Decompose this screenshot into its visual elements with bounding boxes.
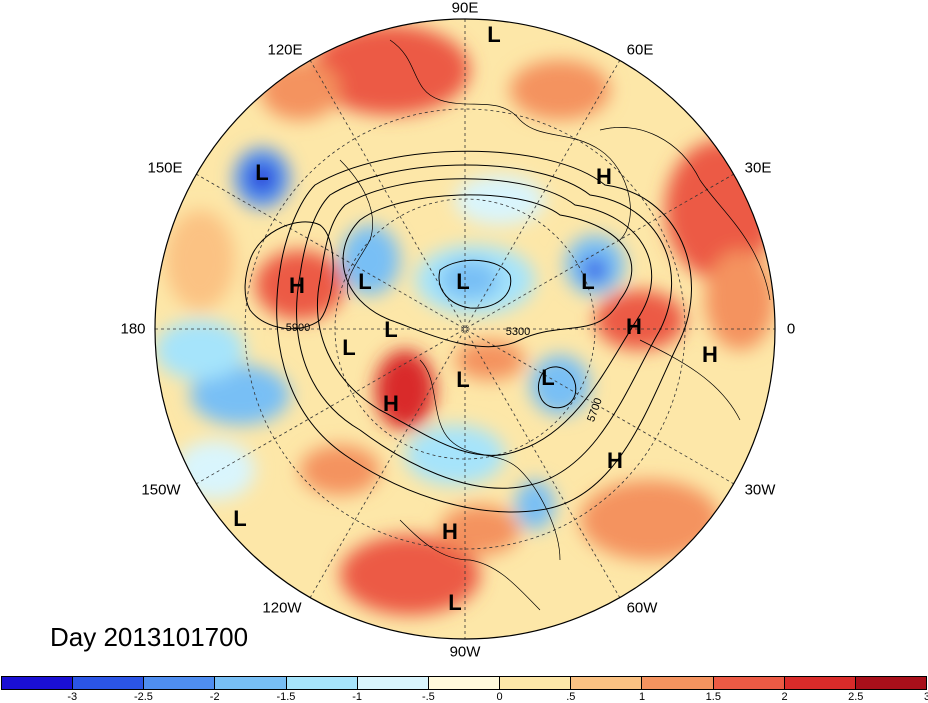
colorbar-swatch (428, 677, 501, 689)
colorbar-swatch (73, 677, 145, 689)
contour-label: 5300 (505, 326, 531, 338)
pressure-marker-high: H (626, 314, 642, 339)
longitude-label-0: 0 (786, 320, 796, 338)
colorbar-swatch (713, 677, 785, 689)
colorbar-swatch (855, 677, 927, 689)
longitude-label-90e: 90E (451, 0, 479, 17)
pressure-marker-low: L (384, 317, 398, 342)
pressure-marker-high: H (702, 342, 718, 367)
longitude-label-120e: 120E (267, 41, 303, 59)
pressure-marker-low: L (541, 365, 555, 390)
pressure-marker-low: L (456, 367, 470, 392)
longitude-label-30e: 30E (744, 159, 772, 177)
pressure-marker-low: L (448, 590, 462, 615)
anomaly-field (155, 19, 775, 639)
colorbar-tick-label: -1 (352, 691, 363, 703)
pressure-marker-high: H (442, 519, 458, 544)
colorbar-tick-label: -3 (67, 691, 78, 703)
colorbar-swatch (500, 677, 572, 689)
colorbar-swatch (642, 677, 714, 689)
colorbar (1, 676, 927, 690)
pressure-marker-low: L (255, 160, 269, 185)
colorbar-swatch (784, 677, 856, 689)
longitude-label-120w: 120W (262, 599, 302, 617)
pressure-marker-low: L (581, 269, 595, 294)
day-title: Day 2013101700 (50, 622, 249, 652)
longitude-label-60w: 60W (626, 599, 658, 617)
colorbar-tick-label: 1 (639, 691, 646, 703)
colorbar-tick-label: 0 (496, 691, 503, 703)
colorbar-tick-label: 3 (923, 691, 928, 703)
coastlines (339, 39, 771, 611)
colorbar-tick-label: -2 (209, 691, 220, 703)
colorbar-tick-label: 1.5 (705, 691, 721, 703)
colorbar-tick-label: .5 (566, 691, 576, 703)
pressure-marker-high: H (383, 391, 399, 416)
longitude-label-60e: 60E (626, 41, 654, 59)
graticule (155, 19, 775, 639)
height-contours (244, 150, 692, 513)
pressure-marker-high: H (596, 164, 612, 189)
pressure-marker-high: H (289, 273, 305, 298)
contour-label: 5900 (285, 322, 311, 334)
pressure-marker-high: H (607, 448, 623, 473)
longitude-label-150w: 150W (141, 481, 181, 499)
colorbar-swatch (144, 677, 216, 689)
colorbar-swatch (215, 677, 287, 689)
pressure-marker-low: L (342, 335, 356, 360)
colorbar-swatch (357, 677, 429, 689)
longitude-label-150e: 150E (147, 159, 183, 177)
pressure-marker-low: L (456, 269, 470, 294)
colorbar-tick-label: -1.5 (276, 691, 296, 703)
pressure-marker-low: L (487, 22, 501, 47)
pressure-marker-low: L (233, 506, 247, 531)
colorbar-tick-label: -.5 (421, 691, 435, 703)
colorbar-swatch (2, 677, 74, 689)
pressure-marker-low: L (358, 269, 372, 294)
longitude-label-30w: 30W (744, 481, 776, 499)
colorbar-swatch (571, 677, 643, 689)
colorbar-tick-label: -2.5 (133, 691, 153, 703)
colorbar-tick-label: 2.5 (848, 691, 864, 703)
longitude-label-180: 180 (120, 320, 146, 338)
colorbar-swatch (286, 677, 358, 689)
colorbar-tick-label: 2 (781, 691, 788, 703)
longitude-label-90w: 90W (449, 643, 481, 661)
